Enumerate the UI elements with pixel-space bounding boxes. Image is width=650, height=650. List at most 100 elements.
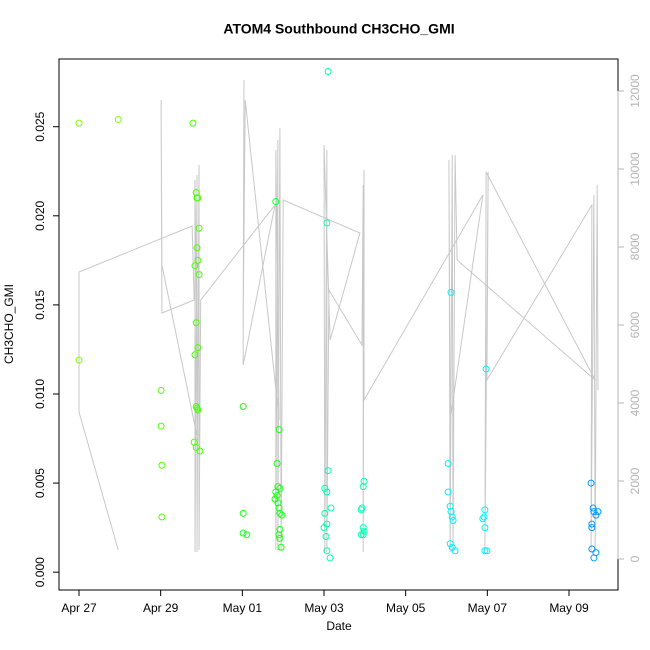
- point: [239, 529, 247, 537]
- point: [449, 517, 457, 525]
- y2-tick-label: 10000: [628, 152, 642, 186]
- point: [360, 477, 368, 485]
- point: [324, 467, 332, 475]
- point: [243, 531, 251, 539]
- point: [447, 288, 455, 296]
- point: [359, 483, 367, 491]
- point: [275, 531, 283, 539]
- x-tick-label: May 01: [223, 601, 263, 615]
- point: [481, 547, 489, 555]
- plot-frame: [58, 58, 619, 591]
- point: [590, 554, 598, 562]
- point: [594, 508, 602, 516]
- point: [189, 119, 197, 127]
- point: [157, 422, 165, 430]
- point: [278, 511, 286, 519]
- point: [192, 319, 200, 327]
- y-axis-label: CH3CHO_GMI: [2, 284, 16, 364]
- point: [157, 386, 165, 394]
- point: [239, 402, 247, 410]
- point: [275, 504, 283, 512]
- x-tick-label: May 07: [468, 601, 508, 615]
- y-tick-label: 0.005: [33, 468, 47, 498]
- point: [481, 506, 489, 514]
- point: [590, 508, 598, 516]
- point: [357, 506, 365, 514]
- point: [321, 484, 329, 492]
- point: [276, 534, 284, 542]
- point: [357, 531, 365, 539]
- point: [273, 459, 281, 467]
- point: [158, 461, 166, 469]
- point: [276, 509, 284, 517]
- y2-tick-label: 2000: [628, 467, 642, 494]
- x-tick-label: May 09: [549, 601, 589, 615]
- point: [323, 547, 331, 555]
- point: [483, 547, 491, 555]
- y2-tick-label: 12000: [628, 74, 642, 108]
- point: [359, 524, 367, 532]
- y2-tick-label: 4000: [628, 389, 642, 416]
- point: [587, 479, 595, 487]
- y-tick-label: 0.010: [33, 379, 47, 409]
- point: [276, 484, 284, 492]
- point: [480, 513, 488, 521]
- x-tick-label: May 05: [386, 601, 426, 615]
- point: [588, 520, 596, 528]
- point: [451, 547, 459, 555]
- y2-tick-label: 8000: [628, 233, 642, 260]
- point: [196, 447, 204, 455]
- x-tick-label: Apr 27: [61, 601, 97, 615]
- point: [448, 513, 456, 521]
- point: [194, 406, 202, 414]
- x-tick-label: Apr 29: [143, 601, 179, 615]
- point: [324, 67, 332, 75]
- chart-title: ATOM4 Southbound CH3CHO_GMI: [223, 21, 454, 37]
- point: [326, 554, 334, 562]
- point: [592, 511, 600, 519]
- point: [194, 344, 202, 352]
- point: [481, 524, 489, 532]
- y-tick-label: 0.000: [33, 557, 47, 587]
- y-tick-label: 0.020: [33, 200, 47, 230]
- point: [191, 262, 199, 270]
- point: [446, 540, 454, 548]
- point: [322, 533, 330, 541]
- point: [75, 119, 83, 127]
- y2-tick-label: 0: [628, 555, 642, 562]
- point: [195, 224, 203, 232]
- point: [444, 459, 452, 467]
- y-tick-label: 0.015: [33, 290, 47, 320]
- point: [321, 509, 329, 517]
- point: [275, 426, 283, 434]
- point: [158, 513, 166, 521]
- y-tick-label: 0.025: [33, 111, 47, 141]
- point: [589, 504, 597, 512]
- x-tick-label: May 03: [304, 601, 344, 615]
- point: [323, 219, 331, 227]
- point: [114, 116, 122, 124]
- point: [446, 502, 454, 510]
- altitude-line: [78, 80, 599, 553]
- point: [273, 492, 281, 500]
- point: [277, 543, 285, 551]
- point: [193, 244, 201, 252]
- point: [482, 365, 490, 373]
- point: [195, 271, 203, 279]
- point: [327, 504, 335, 512]
- point: [272, 198, 280, 206]
- point: [323, 488, 331, 496]
- point: [444, 488, 452, 496]
- point: [276, 525, 284, 533]
- point: [588, 545, 596, 553]
- point: [194, 256, 202, 264]
- point: [479, 515, 487, 523]
- x-axis-label: Date: [326, 619, 352, 633]
- point: [359, 531, 367, 539]
- point: [272, 488, 280, 496]
- point: [588, 524, 596, 532]
- point: [75, 356, 83, 364]
- point: [192, 443, 200, 451]
- point: [239, 509, 247, 517]
